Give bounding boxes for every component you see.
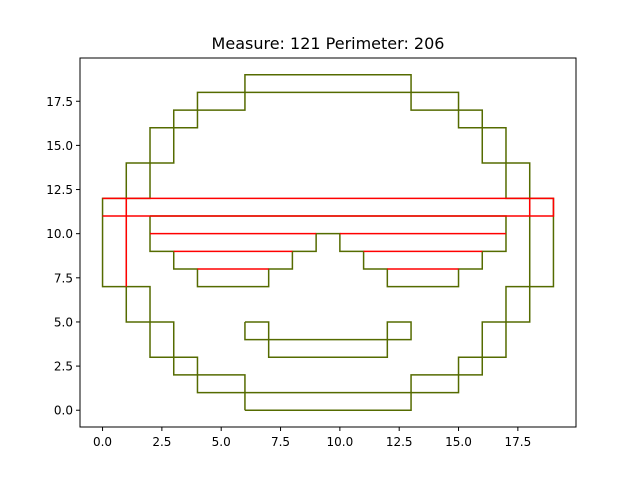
y-tick-label: 12.5 — [46, 183, 73, 197]
y-tick-label: 10.0 — [46, 227, 73, 241]
y-tick-label: 0.0 — [54, 404, 73, 418]
x-tick-label: 17.5 — [504, 435, 531, 449]
x-tick-label: 15.0 — [445, 435, 472, 449]
x-tick-label: 12.5 — [386, 435, 413, 449]
x-tick-label: 5.0 — [212, 435, 231, 449]
x-axis: 0.0 2.5 5.0 7.5 10.0 12.5 15.0 17.5 — [93, 427, 531, 449]
y-tick-label: 5.0 — [54, 315, 73, 329]
y-axis: 0.0 2.5 5.0 7.5 10.0 12.5 15.0 17.5 — [46, 95, 80, 418]
series-line-1 — [125, 91, 531, 394]
x-tick-label: 2.5 — [152, 435, 171, 449]
y-tick-label: 2.5 — [54, 360, 73, 374]
x-tick-label: 0.0 — [93, 435, 112, 449]
y-tick-label: 7.5 — [54, 271, 73, 285]
x-tick-label: 10.0 — [327, 435, 354, 449]
y-tick-label: 17.5 — [46, 95, 73, 109]
series-line-0 — [101, 74, 555, 411]
series-line-2 — [244, 321, 412, 359]
series-line-4 — [102, 197, 555, 217]
chart-title: Measure: 121 Perimeter: 206 — [212, 34, 445, 53]
axes-frame — [79, 57, 577, 428]
y-tick-label: 15.0 — [46, 139, 73, 153]
plot-lines — [101, 74, 555, 411]
x-tick-label: 7.5 — [271, 435, 290, 449]
